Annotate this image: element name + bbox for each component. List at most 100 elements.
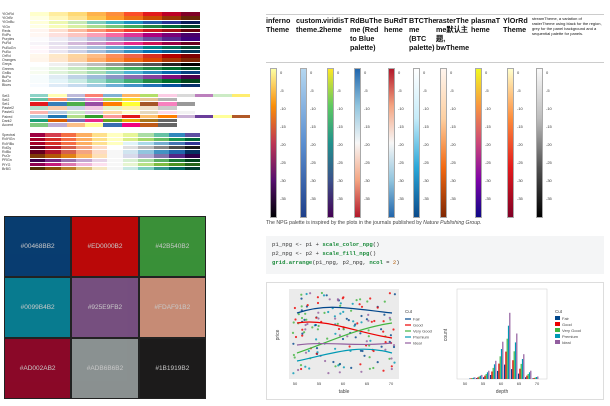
- scatter-point: [359, 332, 362, 335]
- scatter-point: [304, 351, 308, 354]
- palette-swatch: [107, 133, 123, 137]
- palette-name: Blues: [2, 83, 11, 88]
- palette-swatch: [153, 154, 170, 158]
- palette-swatch: [143, 20, 163, 25]
- palette-swatch: [213, 114, 232, 119]
- scatter-point: [292, 353, 295, 357]
- palette-swatch: [67, 29, 87, 33]
- palette-swatch: [162, 45, 181, 50]
- hist-bar: [491, 371, 493, 379]
- npg-tile: #ED0000B2: [72, 217, 138, 276]
- palette-swatch: [122, 137, 139, 142]
- palette-swatch: [48, 93, 67, 98]
- hist-bar: [474, 377, 476, 379]
- hist-bar: [478, 376, 480, 379]
- tick-label: 0: [337, 70, 340, 75]
- npg-plots-panel: 50 55 60 65 70 table price Cut Fair Good Very Good…: [266, 282, 604, 400]
- tick-label: -10: [337, 106, 343, 111]
- theme-header: inferno Theme: [266, 16, 291, 34]
- palette-swatch: [107, 146, 123, 150]
- palette-swatch: [162, 16, 181, 20]
- theme-header: BTCThe me (BTC palette): [409, 16, 437, 52]
- tick-label: -25: [485, 160, 491, 165]
- palette-swatch: [30, 137, 46, 142]
- tick-label: -5: [423, 88, 427, 93]
- palette-swatch: [48, 41, 68, 46]
- scatter-point: [384, 341, 387, 344]
- tick-label: -20: [280, 142, 286, 147]
- palette-swatch: [86, 29, 106, 33]
- scatter-point: [320, 291, 323, 295]
- scatter-point: [366, 300, 369, 303]
- palette-swatch: [169, 158, 185, 163]
- palette-swatch: [121, 114, 140, 119]
- palette-swatch: [48, 50, 68, 54]
- scatter-point: [317, 311, 320, 314]
- scatter-point: [334, 347, 337, 350]
- palette-name: BuPu: [2, 75, 11, 79]
- palette-swatch: [67, 62, 87, 67]
- palette-swatch: [30, 106, 49, 110]
- palette-swatch: [231, 93, 250, 98]
- palette-swatch: [124, 75, 144, 79]
- scatter-point: [316, 328, 319, 331]
- palette-swatch: [30, 167, 46, 171]
- scatter-point: [392, 345, 396, 349]
- palette-swatch: [48, 16, 68, 20]
- hist-bar: [530, 370, 532, 379]
- code-line-3: grid.arrange(p1_npg, p2_npg, ncol = 2): [272, 259, 400, 266]
- palette-swatch: [67, 45, 87, 50]
- palette-swatch: [91, 141, 108, 146]
- palette-swatch: [122, 133, 139, 137]
- hist-bar: [476, 378, 478, 379]
- scatter-point: [334, 332, 337, 335]
- palette-swatch: [181, 62, 200, 67]
- palette-name: YlOrBr: [2, 16, 13, 21]
- scatter-point: [350, 366, 353, 369]
- palette-swatch: [124, 83, 144, 88]
- palette-name: GnBu: [2, 70, 12, 75]
- palette-swatch: [30, 162, 46, 167]
- palette-swatch: [124, 71, 144, 75]
- npg-tile: #0099B4B2: [5, 278, 71, 337]
- npg-desc-end: .: [479, 220, 482, 226]
- palette-swatch: [153, 150, 170, 154]
- hist-bar: [512, 360, 514, 379]
- theme-header: rasterThe me默认主题, bwTheme: [436, 16, 470, 52]
- palette-swatch: [162, 20, 181, 25]
- scatter-point: [317, 317, 320, 320]
- tick-label: -30: [423, 178, 429, 183]
- scatter-point: [354, 336, 357, 339]
- palette-swatch: [158, 98, 177, 102]
- palette-swatch: [105, 29, 125, 33]
- palette-swatch: [60, 162, 77, 167]
- right-y-axis-label: count: [443, 328, 449, 341]
- tick-label: -25: [398, 160, 404, 165]
- scatter-point: [367, 319, 370, 322]
- scatter-point: [339, 302, 342, 305]
- palette-swatch: [103, 119, 122, 123]
- x-tick-label: 50: [463, 381, 468, 386]
- scatter-point: [314, 323, 317, 327]
- palette-swatch: [105, 58, 125, 62]
- palette-swatch: [181, 58, 200, 62]
- palette-swatch: [76, 133, 92, 137]
- palette-swatch: [153, 146, 170, 150]
- scatter-point: [388, 340, 391, 343]
- palette-swatch: [181, 37, 200, 41]
- palette-swatch: [143, 83, 163, 88]
- palette-swatch: [60, 133, 77, 137]
- tick-label: -35: [485, 196, 491, 201]
- palette-swatch: [86, 24, 106, 29]
- scatter-point: [359, 363, 362, 366]
- palette-swatch: [138, 150, 154, 154]
- colorkey-strip: [475, 68, 482, 218]
- scatter-point: [333, 315, 336, 318]
- palette-swatch: [67, 37, 87, 41]
- hist-bar: [500, 349, 503, 379]
- palette-swatch: [124, 37, 144, 41]
- palette-swatch: [48, 123, 67, 127]
- palette-swatch: [48, 12, 68, 16]
- palette-swatch: [86, 45, 106, 50]
- tick-label: -35: [337, 196, 343, 201]
